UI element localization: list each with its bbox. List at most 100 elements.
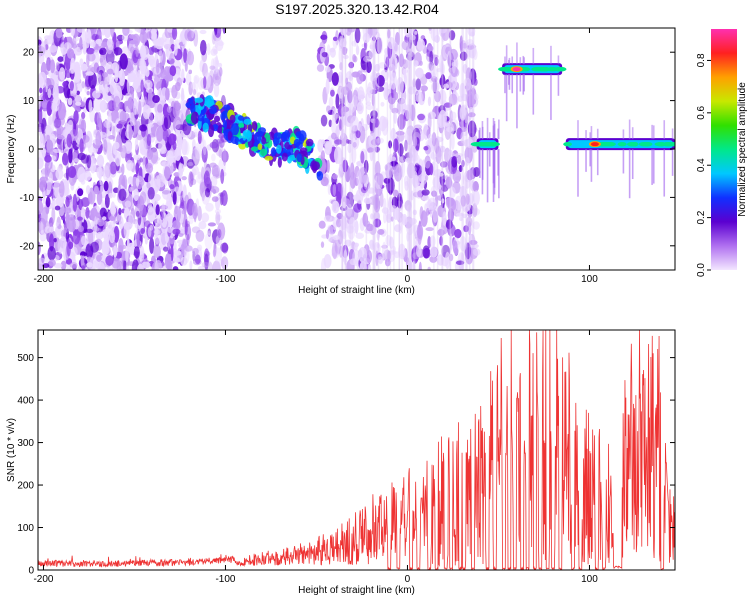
noise-speckle [211, 153, 216, 162]
noise-speckle [115, 40, 120, 49]
drift-signal-blob [245, 131, 252, 142]
noise-speckle [165, 87, 170, 101]
noise-speckle [44, 49, 52, 60]
noise-speckle [84, 86, 88, 93]
noise-speckle [425, 72, 432, 80]
noise-speckle [457, 95, 463, 102]
noise-speckle [203, 170, 211, 188]
noise-speckle [38, 184, 44, 189]
noise-speckle [362, 212, 369, 227]
band-streak [622, 129, 625, 140]
noise-speckle [158, 138, 166, 155]
noise-speckle [190, 82, 196, 90]
noise-speckle [145, 123, 154, 128]
noise-speckle [80, 63, 88, 72]
noise-speckle [134, 137, 139, 151]
drift-signal-blob [261, 136, 267, 145]
noise-speckle [101, 72, 109, 78]
noise-speckle [458, 165, 463, 173]
noise-speckle [360, 150, 365, 164]
noise-speckle [376, 233, 381, 238]
drift-signal-blob [282, 131, 289, 138]
band-streak [523, 57, 525, 65]
noise-speckle [95, 130, 102, 149]
band-streak [652, 125, 655, 140]
noise-speckle [184, 28, 193, 42]
noise-speckle [338, 119, 343, 131]
noise-streak [441, 28, 443, 270]
noise-speckle [116, 258, 122, 270]
noise-speckle [192, 146, 197, 157]
noise-speckle [166, 105, 172, 113]
band-streak [589, 132, 591, 140]
drift-signal-blob [237, 115, 244, 121]
noise-speckle [390, 216, 394, 222]
noise-speckle [346, 203, 353, 217]
noise-speckle [94, 216, 98, 233]
noise-speckle [340, 127, 345, 140]
noise-speckle [415, 78, 421, 91]
noise-speckle [135, 162, 140, 175]
noise-speckle [109, 81, 117, 95]
noise-speckle [176, 77, 183, 87]
noise-streak [342, 28, 344, 270]
noise-speckle [374, 194, 380, 209]
noise-speckle [438, 28, 448, 34]
noise-speckle [54, 205, 61, 211]
noise-streak [386, 28, 389, 270]
noise-speckle [57, 101, 67, 120]
noise-speckle [86, 154, 92, 169]
noise-speckle [218, 133, 225, 139]
noise-speckle [104, 28, 112, 39]
noise-speckle [172, 140, 177, 151]
noise-speckle [61, 230, 65, 238]
noise-streak [461, 28, 463, 270]
y-tick-label: 300 [17, 438, 34, 449]
noise-speckle [128, 75, 137, 81]
noise-speckle [99, 85, 103, 94]
noise-speckle [396, 192, 403, 209]
band-streak [522, 74, 525, 95]
noise-speckle [167, 227, 173, 233]
noise-speckle [201, 146, 208, 163]
noise-speckle [331, 107, 338, 122]
drift-signal-blob [296, 152, 303, 163]
noise-speckle [184, 61, 188, 72]
noise-speckle [85, 34, 90, 49]
x-tick-label: 100 [581, 274, 598, 285]
band-core [643, 141, 651, 147]
noise-speckle [429, 246, 438, 258]
drift-signal-blob [223, 104, 231, 111]
drift-signal-blob [202, 122, 209, 133]
noise-speckle [103, 139, 108, 155]
noise-speckle [71, 246, 78, 257]
y-tick-label: 20 [23, 48, 35, 59]
noise-speckle [76, 28, 85, 33]
noise-speckle [459, 51, 468, 61]
drift-signal-blob [190, 111, 200, 125]
noise-speckle [67, 165, 77, 178]
noise-speckle [204, 232, 213, 250]
noise-speckle [102, 165, 110, 181]
noise-speckle [336, 212, 344, 220]
noise-speckle [201, 166, 205, 182]
noise-speckle [58, 180, 65, 198]
noise-speckle [210, 186, 220, 194]
noise-speckle [53, 237, 57, 243]
noise-speckle [93, 96, 102, 112]
noise-speckle [473, 93, 479, 101]
drift-signal-blob [273, 137, 280, 146]
noise-speckle [467, 112, 476, 118]
noise-speckle [403, 175, 409, 187]
noise-speckle [410, 190, 414, 201]
noise-speckle [77, 188, 84, 197]
noise-speckle [366, 104, 373, 111]
noise-speckle [404, 139, 408, 152]
noise-speckle [470, 31, 475, 37]
noise-speckle [187, 161, 194, 166]
noise-speckle [96, 166, 103, 179]
noise-speckle [203, 76, 207, 89]
noise-speckle [209, 162, 217, 168]
noise-speckle [66, 133, 72, 148]
noise-speckle [203, 248, 210, 267]
